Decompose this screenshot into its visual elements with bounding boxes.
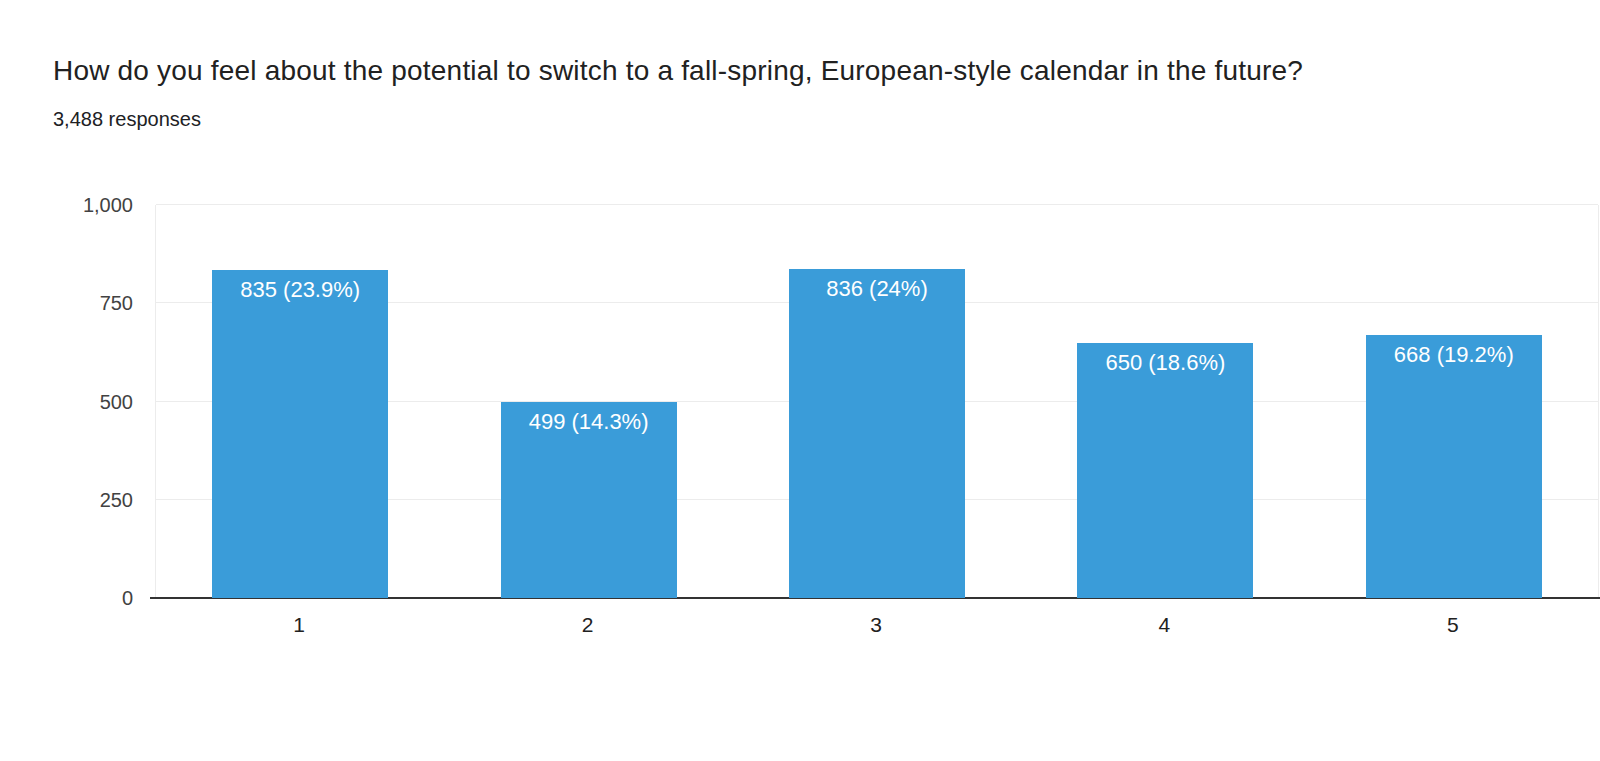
bar-value-label: 836 (24%) — [789, 276, 965, 302]
x-axis-tick: 5 — [1447, 613, 1459, 637]
gridline — [156, 204, 1598, 205]
bar-4: 650 (18.6%) — [1077, 343, 1253, 598]
bar-5: 668 (19.2%) — [1366, 335, 1542, 598]
form-response-chart: How do you feel about the potential to s… — [0, 0, 1600, 761]
y-axis-tick: 750 — [100, 292, 133, 315]
bar-value-label: 835 (23.9%) — [212, 277, 388, 303]
plot-area: 835 (23.9%) 499 (14.3%) 836 (24%) 650 (18.6… — [155, 205, 1599, 598]
bar-3: 836 (24%) — [789, 269, 965, 598]
x-axis-tick: 1 — [293, 613, 305, 637]
bar-2: 499 (14.3%) — [501, 402, 677, 598]
y-axis-tick: 0 — [122, 587, 133, 610]
x-axis-tick: 3 — [870, 613, 882, 637]
y-axis-tick: 500 — [100, 390, 133, 413]
y-axis-tick: 250 — [100, 488, 133, 511]
question-title: How do you feel about the potential to s… — [53, 55, 1560, 87]
bar-value-label: 650 (18.6%) — [1077, 350, 1253, 376]
x-axis-tick: 2 — [582, 613, 594, 637]
y-axis-tick: 1,000 — [83, 194, 133, 217]
x-axis-tick: 4 — [1159, 613, 1171, 637]
bar-value-label: 499 (14.3%) — [501, 409, 677, 435]
x-axis: 1 2 3 4 5 — [155, 605, 1597, 655]
response-count: 3,488 responses — [53, 108, 201, 131]
y-axis: 02505007501,000 — [0, 205, 133, 598]
bar-value-label: 668 (19.2%) — [1366, 342, 1542, 368]
bar-1: 835 (23.9%) — [212, 270, 388, 598]
